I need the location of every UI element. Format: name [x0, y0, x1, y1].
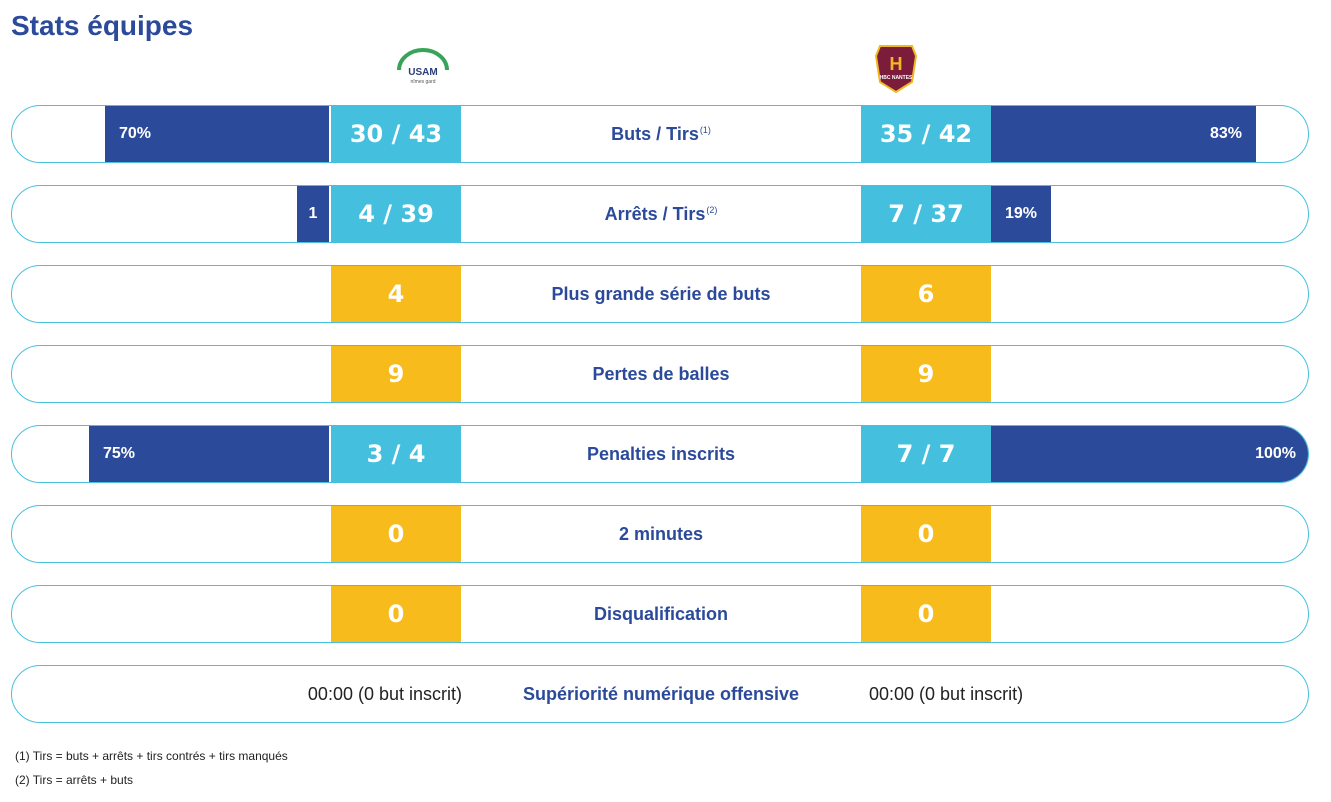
- home-stat-value: 4 / 39: [331, 186, 461, 242]
- stat-row-disqualification: 0 Disqualification 0: [11, 585, 1309, 643]
- stat-label-text: Pertes de balles: [592, 363, 730, 384]
- stat-row-plus-grande-serie: 4 Plus grande série de buts 6: [11, 265, 1309, 323]
- away-percentage-bar: 83%: [991, 106, 1256, 162]
- away-stat-value: 6: [861, 266, 991, 322]
- away-percentage-label: 83%: [1209, 125, 1242, 142]
- usam-logo: USAM nîmes gard: [393, 48, 453, 100]
- stat-label-text: Penalties inscrits: [586, 443, 736, 464]
- away-stat-text: 00:00 (0 but inscrit): [869, 683, 1024, 704]
- away-percentage-label: 100%: [1255, 445, 1296, 462]
- stat-label: Pertes de balles: [461, 346, 861, 402]
- footnote-ref: (2): [706, 205, 718, 215]
- away-stat-value: 9: [861, 346, 991, 402]
- home-stat-value: 0: [331, 586, 461, 642]
- away-stat-value: 35 / 42: [861, 106, 991, 162]
- home-percentage-bar: 1: [297, 186, 329, 242]
- home-stat-value: 9: [331, 346, 461, 402]
- home-stat-value: 3 / 4: [331, 426, 461, 482]
- stat-label: Disqualification: [461, 586, 861, 642]
- away-stat-value: 0: [861, 586, 991, 642]
- away-percentage-bar: 19%: [991, 186, 1051, 242]
- footnote-2: (2) Tirs = arrêts + buts: [15, 773, 134, 787]
- away-percentage-label: 19%: [1004, 205, 1038, 222]
- home-stat-value: 0: [331, 506, 461, 562]
- stat-label: Penalties inscrits: [461, 426, 861, 482]
- home-percentage-bar: 70%: [105, 106, 329, 162]
- stat-label: Plus grande série de buts: [461, 266, 861, 322]
- usam-logo-subtext: nîmes gard: [410, 79, 435, 85]
- hbc-nantes-logo: H HBC NANTES: [866, 42, 926, 94]
- stat-label: 2 minutes: [461, 506, 861, 562]
- stat-row-penalties-inscrits: 75% 3 / 4 Penalties inscrits 7 / 7 100%: [11, 425, 1309, 483]
- stat-label: Arrêts / Tirs (2): [461, 186, 861, 242]
- home-percentage-label: 75%: [103, 445, 136, 462]
- footnote-1: (1) Tirs = buts + arrêts + tirs contrés …: [15, 749, 288, 763]
- stat-label-text: Disqualification: [593, 603, 728, 624]
- stat-label: Buts / Tirs (1): [461, 106, 861, 162]
- page-title: Stats équipes: [11, 10, 194, 41]
- away-percentage-bar: 100%: [991, 426, 1308, 482]
- hbc-logo-letter: H: [890, 54, 903, 74]
- stat-label: Supériorité numérique offensive: [461, 666, 861, 722]
- away-stat-value: 0: [861, 506, 991, 562]
- stat-label-text: Plus grande série de buts: [551, 283, 771, 304]
- home-percentage-bar: 75%: [89, 426, 329, 482]
- stat-label-text: Supériorité numérique offensive: [522, 683, 800, 704]
- footnote-ref: (1): [699, 125, 711, 135]
- home-stat-value: 4: [331, 266, 461, 322]
- home-percentage-label: 70%: [119, 125, 152, 142]
- stat-row-pertes-de-balles: 9 Pertes de balles 9: [11, 345, 1309, 403]
- away-stat-value: 7 / 7: [861, 426, 991, 482]
- stat-row-buts-tirs: 70% 30 / 43 Buts / Tirs (1) 35 / 42 83%: [11, 105, 1309, 163]
- home-percentage-label: 1: [308, 205, 318, 222]
- home-stat-value: 30 / 43: [331, 106, 461, 162]
- hbc-logo-text: HBC NANTES: [880, 75, 913, 81]
- home-stat-text: 00:00 (0 but inscrit): [307, 683, 462, 704]
- stat-label-text: Buts / Tirs: [611, 123, 699, 144]
- stat-row-arrets-tirs: 1 4 / 39 Arrêts / Tirs (2) 7 / 37 19%: [11, 185, 1309, 243]
- stat-label-text: Arrêts / Tirs: [604, 203, 706, 224]
- stat-row-2-minutes: 0 2 minutes 0: [11, 505, 1309, 563]
- away-stat-value: 7 / 37: [861, 186, 991, 242]
- stat-row-superiorite-numerique: 00:00 (0 but inscrit) Supériorité numéri…: [11, 665, 1309, 723]
- stat-label-text: 2 minutes: [618, 523, 704, 544]
- usam-logo-text: USAM: [408, 67, 437, 78]
